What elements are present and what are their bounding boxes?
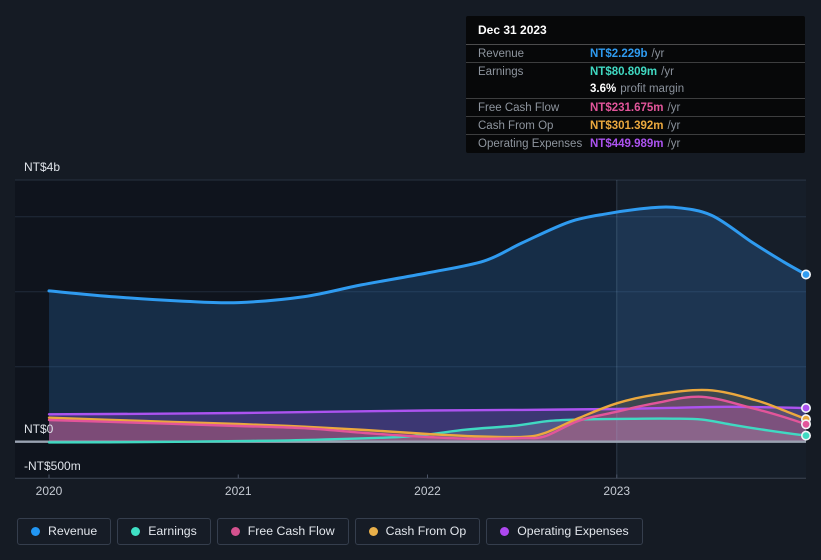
tooltip-date: Dec 31 2023 bbox=[478, 23, 547, 37]
x-tick-2022: 2022 bbox=[414, 484, 441, 498]
x-axis bbox=[15, 474, 806, 479]
earnings-dot-icon bbox=[131, 527, 141, 536]
cash-from-op-dot-icon bbox=[368, 527, 378, 536]
tooltip-row-suffix: /yr bbox=[667, 138, 681, 151]
y-axis-label-max: NT$4b bbox=[24, 160, 60, 174]
y-axis-label-zero: NT$0 bbox=[24, 422, 54, 436]
tooltip-row-label: Earnings bbox=[478, 65, 524, 78]
tooltip-row: Free Cash Flow NT$231.675m/yr bbox=[466, 97, 805, 116]
revenue-end-dot bbox=[800, 269, 811, 280]
series-fills bbox=[49, 206, 806, 443]
legend-item-label: Free Cash Flow bbox=[247, 524, 335, 538]
tooltip-row: Revenue NT$2.229b/yr bbox=[466, 44, 805, 62]
tooltip-row-value: NT$449.989m bbox=[590, 138, 664, 151]
chart-tooltip: Dec 31 2023 Revenue NT$2.229b/yr Earnings N… bbox=[466, 16, 805, 153]
x-tick-2021: 2021 bbox=[225, 484, 252, 498]
legend-item-revenue[interactable]: Revenue bbox=[17, 518, 112, 545]
revenue-area-fill bbox=[49, 206, 806, 442]
earnings-line bbox=[47, 417, 808, 444]
operating-expenses-dot-icon bbox=[500, 527, 510, 536]
cash-from-op-area-fill bbox=[49, 389, 806, 442]
legend-item-label: Earnings bbox=[148, 524, 197, 538]
legend-item-label: Operating Expenses bbox=[517, 524, 629, 538]
free-cash-flow-area-fill bbox=[49, 396, 806, 442]
plot-background bbox=[15, 180, 806, 479]
tooltip-row-suffix: /yr bbox=[661, 65, 674, 78]
tooltip-row-suffix: /yr bbox=[651, 47, 665, 60]
legend-item-earnings[interactable]: Earnings bbox=[117, 518, 211, 545]
tooltip-row-value: NT$301.392m bbox=[590, 119, 664, 132]
legend-item-operating-expenses[interactable]: Operating Expenses bbox=[486, 518, 643, 545]
tooltip-row: Earnings NT$80.809m/yr bbox=[466, 62, 805, 80]
operating-expenses-line bbox=[47, 405, 808, 416]
y-axis-label-min: -NT$500m bbox=[24, 459, 81, 473]
highlight-region bbox=[616, 180, 806, 479]
gridlines bbox=[15, 179, 806, 368]
tooltip-row-value: NT$80.809m bbox=[590, 65, 658, 78]
free-cash-flow-dot-icon bbox=[230, 527, 240, 536]
free-cash-flow-line bbox=[47, 395, 808, 441]
tooltip-row-value: NT$231.675m bbox=[590, 101, 664, 114]
tooltip-row-label: Cash From Op bbox=[478, 119, 554, 132]
free-cash-flow-end-dot bbox=[800, 419, 811, 430]
series-end-dots bbox=[800, 269, 811, 441]
legend-item-label: Cash From Op bbox=[385, 524, 467, 538]
cash-from-op-line bbox=[47, 388, 808, 439]
tooltip-row-label: Operating Expenses bbox=[478, 138, 583, 151]
tooltip-row-value: 3.6% bbox=[590, 83, 617, 96]
tooltip-row-value: NT$2.229b bbox=[590, 47, 648, 60]
earnings-area-fill bbox=[49, 418, 806, 443]
tooltip-row-suffix: /yr bbox=[667, 101, 681, 114]
tooltip-row: Operating Expenses NT$449.989m/yr bbox=[466, 134, 805, 152]
legend-item-cash-from-op[interactable]: Cash From Op bbox=[354, 518, 481, 545]
operating-expenses-end-dot bbox=[800, 402, 811, 413]
tooltip-row-suffix: /yr bbox=[667, 119, 681, 132]
tooltip-row-label: Revenue bbox=[478, 47, 525, 60]
tooltip-row: Cash From Op NT$301.392m/yr bbox=[466, 116, 805, 134]
x-tick-2023: 2023 bbox=[603, 484, 630, 498]
tooltip-row: 3.6% profit margin bbox=[466, 81, 805, 98]
revenue-dot-icon bbox=[31, 527, 40, 536]
revenue-line bbox=[47, 205, 808, 305]
legend-item-free-cash-flow[interactable]: Free Cash Flow bbox=[216, 518, 349, 545]
x-tick-2020: 2020 bbox=[36, 484, 63, 498]
chart-legend: Revenue Earnings Free Cash Flow Cash From O… bbox=[17, 518, 643, 545]
operating-expenses-area-fill bbox=[49, 406, 806, 442]
tooltip-row-suffix: profit margin bbox=[620, 83, 685, 96]
legend-item-label: Revenue bbox=[48, 524, 98, 538]
series-lines bbox=[47, 205, 808, 444]
earnings-end-dot bbox=[800, 430, 811, 441]
tooltip-row-label: Free Cash Flow bbox=[478, 101, 560, 114]
